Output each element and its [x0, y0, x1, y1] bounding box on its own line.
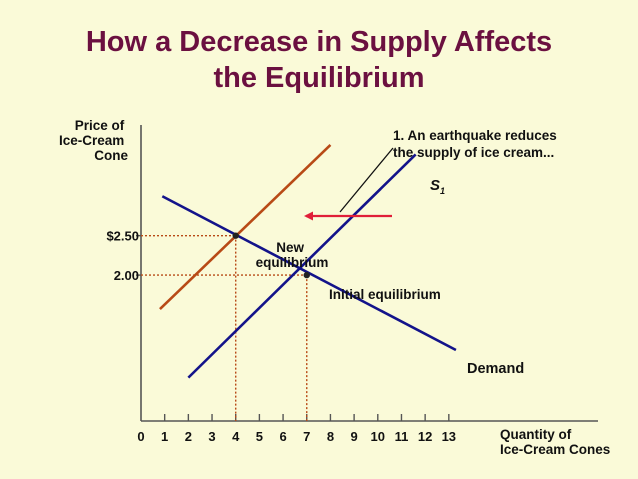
x-tick-label: 1 — [161, 429, 168, 444]
annotation-pointer-line — [339, 147, 394, 213]
new-equilibrium-label: New equilibrium — [256, 240, 329, 270]
x-axis-label: Quantity of Ice-Cream Cones — [500, 427, 610, 457]
y-ticks: $2.50 2.00 — [106, 229, 141, 283]
annotation-line-2: the supply of ice cream... — [393, 145, 554, 160]
x-tick-label: 2 — [185, 429, 192, 444]
x-tick-label: 7 — [303, 429, 310, 444]
equilibrium-guides — [141, 234, 308, 421]
x-tick-label: 11 — [395, 429, 409, 444]
initial-equilibrium-label: Initial equilibrium — [329, 287, 441, 302]
s1-curve-label: S1 — [430, 177, 445, 196]
initial-equilibrium-point — [303, 271, 310, 279]
y-axis-label-line-3: Cone — [94, 148, 128, 163]
demand-curve-label: Demand — [467, 361, 524, 377]
s1-label-main: S — [430, 177, 440, 194]
x-tick-label: 4 — [232, 429, 240, 444]
x-tick-label: 13 — [442, 429, 456, 444]
x-tick-label: 12 — [418, 429, 432, 444]
new-equilibrium-point — [232, 232, 239, 239]
x-tick-label: 5 — [256, 429, 263, 444]
x-axis-label-line-1: Quantity of — [500, 427, 572, 442]
annotation-line-1: 1. An earthquake reduces — [393, 128, 557, 143]
x-tick-label: 6 — [279, 429, 286, 444]
x-tick-label: 9 — [350, 429, 357, 444]
y-axis-label: Price of Ice-Cream Cone — [59, 118, 129, 163]
y-axis-label-line-2: Ice-Cream — [59, 133, 124, 148]
s2-curve — [159, 144, 332, 310]
s1-label-subscript: 1 — [440, 186, 445, 196]
new-equilibrium-label-line-2: equilibrium — [256, 255, 329, 270]
y-tick-label: $2.50 — [106, 229, 139, 244]
x-ticks: 0 1 2 3 4 5 6 7 8 9 10 11 12 13 — [137, 414, 456, 444]
y-tick-label: 2.00 — [114, 268, 139, 283]
x-tick-label: 0 — [137, 429, 144, 444]
x-tick-label: 3 — [208, 429, 215, 444]
y-axis-label-line-1: Price of — [75, 118, 125, 133]
s1-curve — [187, 153, 417, 379]
chart-title-line-2: the Equilibrium — [213, 62, 424, 94]
x-axis-label-line-2: Ice-Cream Cones — [500, 442, 610, 457]
earthquake-annotation: 1. An earthquake reduces the supply of i… — [393, 128, 561, 160]
x-tick-label: 8 — [327, 429, 334, 444]
equilibrium-points — [232, 232, 310, 279]
new-equilibrium-label-line-1: New — [276, 240, 304, 255]
chart-title-line-1: How a Decrease in Supply Affects — [86, 26, 552, 58]
x-tick-label: 10 — [371, 429, 385, 444]
